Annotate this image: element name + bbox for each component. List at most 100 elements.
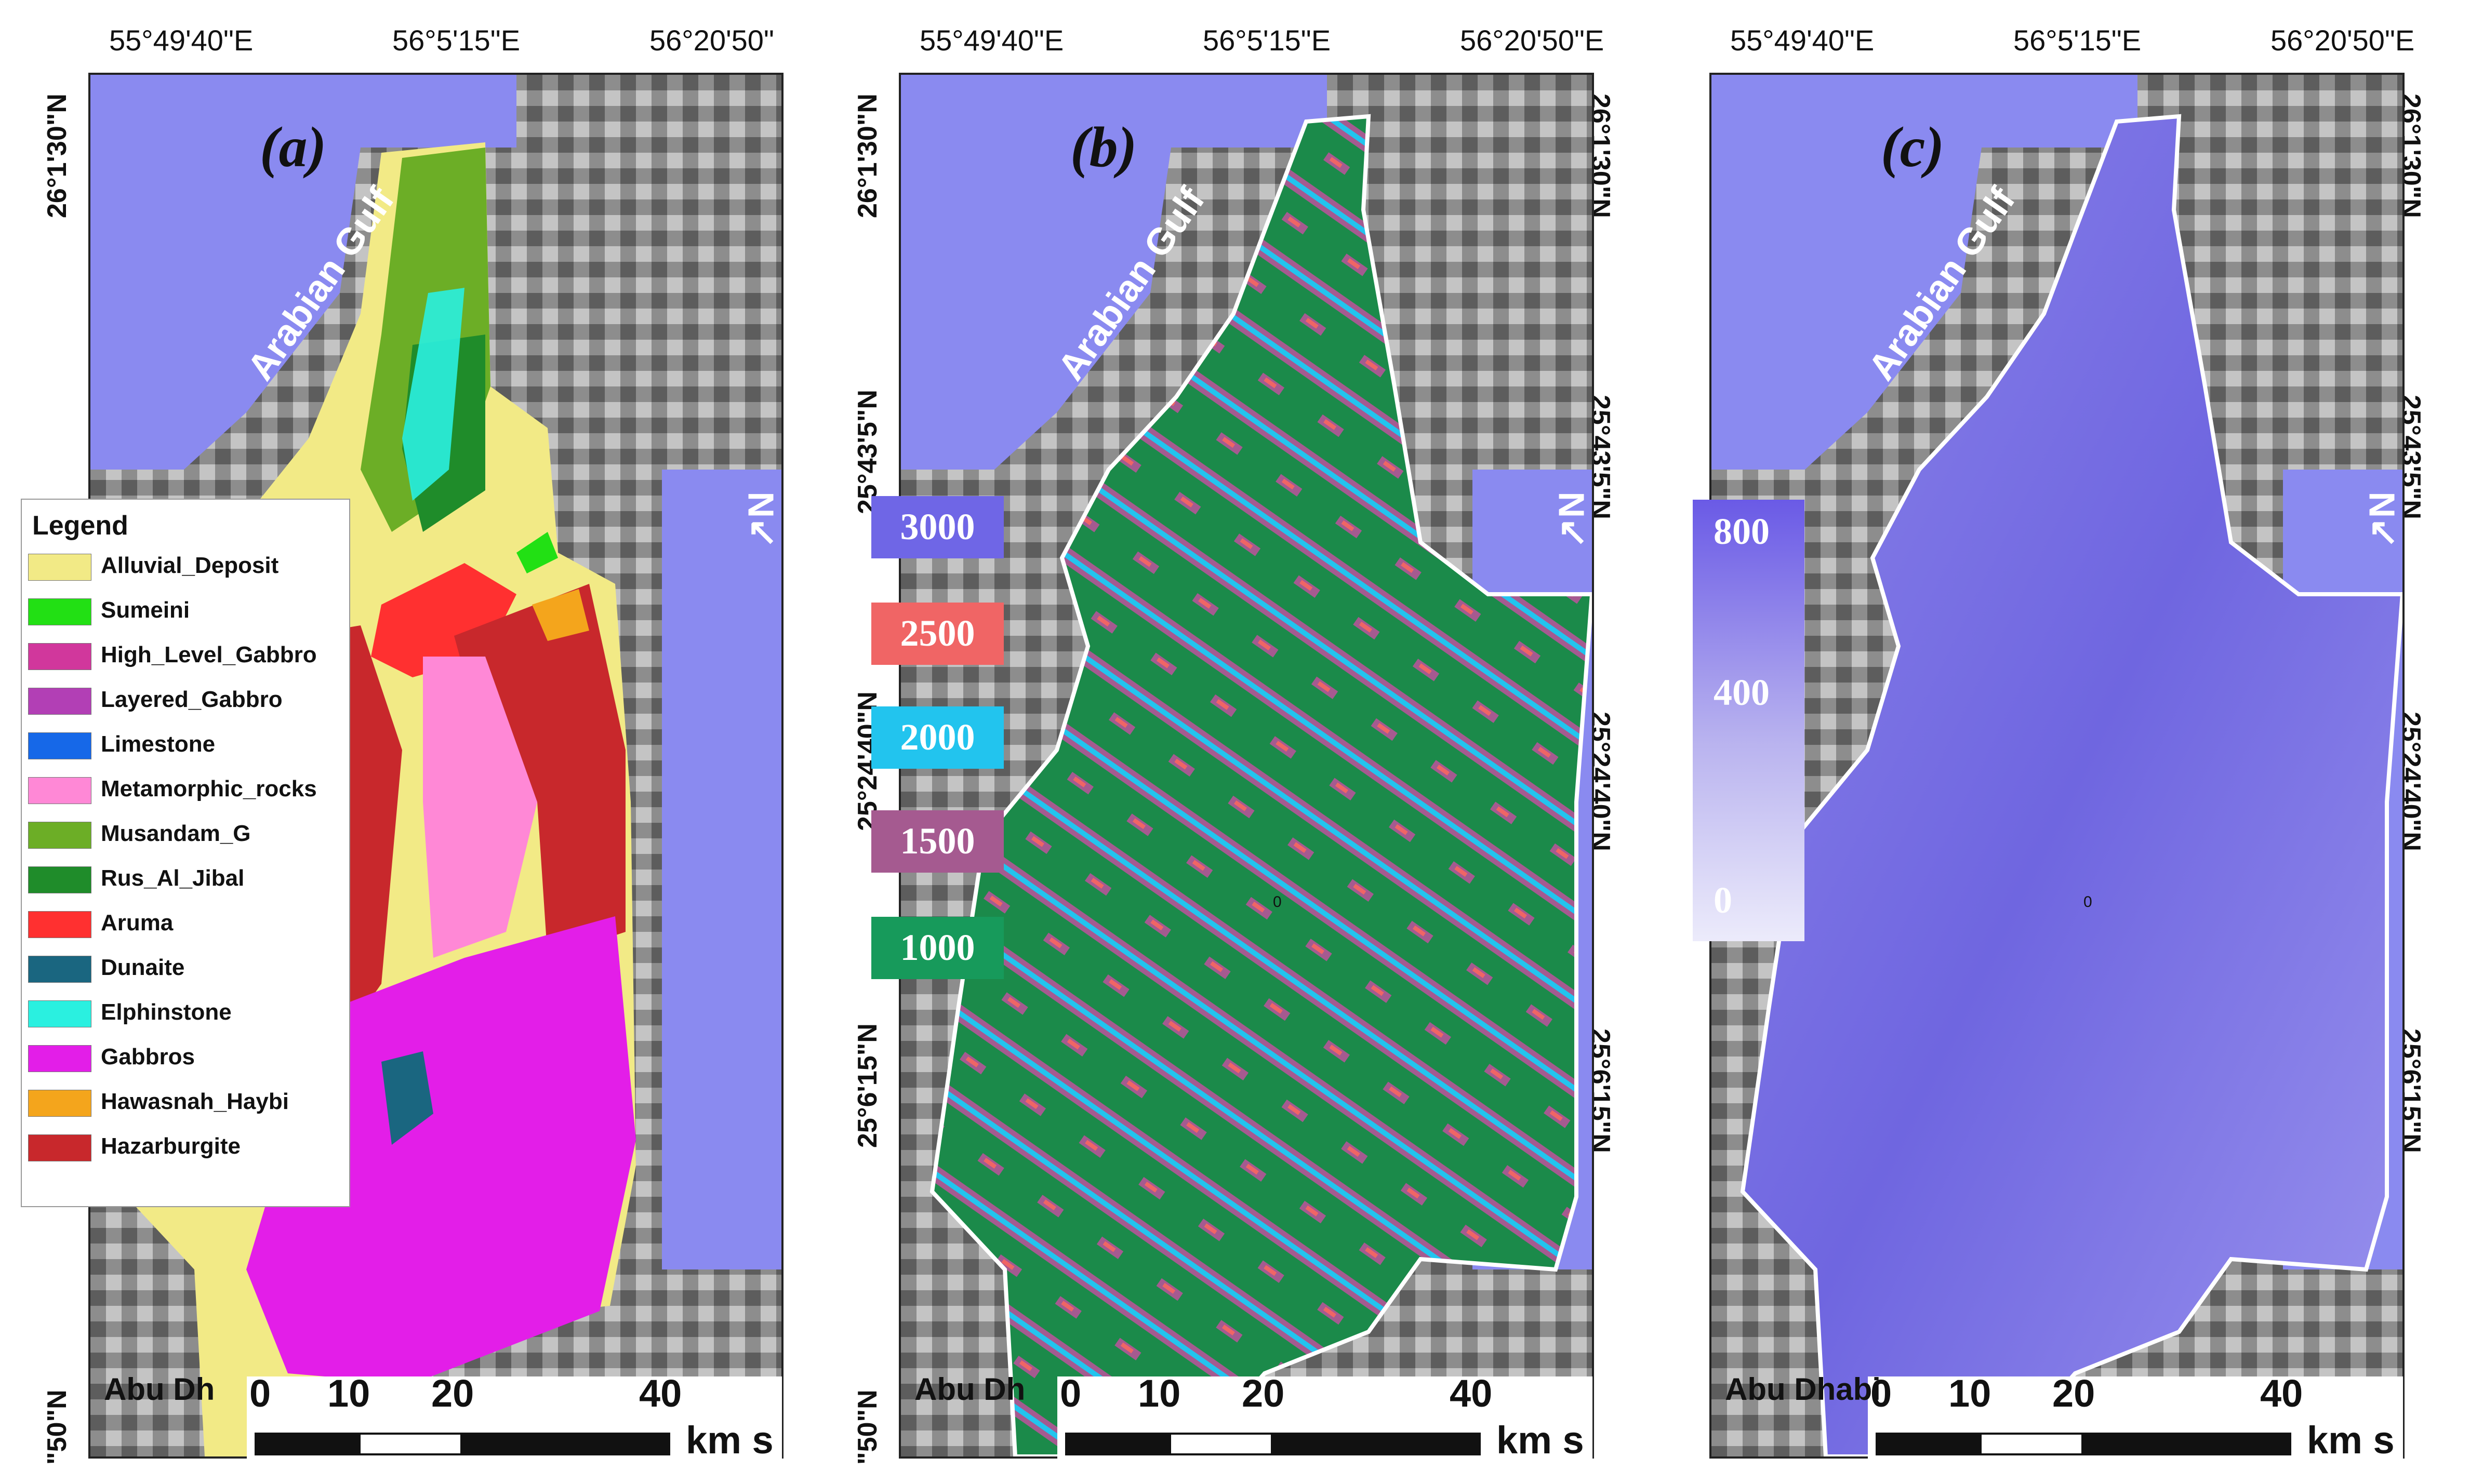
- legend-item: Alluvial_Deposit: [28, 551, 345, 583]
- map-canvas: [1711, 75, 2402, 1456]
- scale-bar-segment: [1876, 1433, 1980, 1455]
- metamorphic-rocks-area: [423, 657, 537, 958]
- legend-label: High_Level_Gabbro: [101, 642, 317, 667]
- scale-number: 0: [1060, 1372, 1082, 1415]
- panel-c-gradient-map: 55°49'40"E 56°5'15"E 56°20'50"E 26°1'30"…: [1642, 0, 2432, 1484]
- legend-swatch: [28, 643, 91, 670]
- scale-number: 0: [1870, 1372, 1892, 1415]
- panel-letter: (c): [1881, 115, 1945, 179]
- legend-swatch: [28, 1134, 91, 1161]
- scale-units: km s: [686, 1419, 774, 1462]
- class-label: 2500: [900, 612, 975, 654]
- elevation-class-box: 2000: [871, 706, 1004, 769]
- left-latitude-label: 26°1'30"N: [42, 93, 72, 218]
- left-latitude-label: 26°1'30"N: [853, 93, 883, 218]
- panel-a-geology-map: 55°49'40"E 56°5'15"E 56°20'50" 26°1'30"N…: [21, 0, 811, 1484]
- legend-label: Dunaite: [101, 955, 185, 980]
- class-label: 1000: [900, 927, 975, 968]
- class-label: 1500: [900, 820, 975, 862]
- map-canvas: [90, 75, 781, 1456]
- legend-item: Gabbros: [28, 1042, 345, 1074]
- scale-units: km s: [1496, 1419, 1584, 1462]
- legend-label: Gabbros: [101, 1044, 195, 1069]
- legend-swatch: [28, 1090, 91, 1117]
- legend-label: Metamorphic_rocks: [101, 776, 317, 801]
- legend-label: Layered_Gabbro: [101, 687, 283, 712]
- legend-item: Hazarburgite: [28, 1131, 345, 1164]
- legend-swatch: [28, 598, 91, 625]
- legend-label: Hawasnah_Haybi: [101, 1089, 289, 1114]
- value-color-ramp: 800 400 0: [1693, 500, 1804, 941]
- scale-bar-background: [1057, 1376, 1592, 1480]
- top-longitude-label: 56°5'15"E: [392, 24, 521, 57]
- top-longitude-label: 56°5'15"E: [1203, 24, 1331, 57]
- scale-bar-segment: [1273, 1433, 1481, 1455]
- legend-label: Hazarburgite: [101, 1133, 241, 1159]
- map-frame: [88, 73, 784, 1459]
- legend-item: Limestone: [28, 729, 345, 761]
- legend-item: Layered_Gabbro: [28, 685, 345, 717]
- ramp-label: 800: [1714, 511, 1770, 552]
- sea-area: [901, 75, 1327, 470]
- geology-legend: Legend Alluvial_Deposit Sumeini High_Level…: [21, 499, 350, 1207]
- north-arrow-icon: ↗N: [2361, 491, 2402, 549]
- top-longitude-label: 55°49'40"E: [1730, 24, 1875, 57]
- legend-label: Alluvial_Deposit: [101, 553, 279, 578]
- north-arrow-icon: ↗N: [1551, 491, 1592, 549]
- legend-swatch: [28, 1045, 91, 1072]
- hawasnah-haybi-area: [532, 589, 589, 641]
- legend-item: Musandam_G: [28, 819, 345, 851]
- dunaite-area: [381, 1051, 433, 1145]
- scale-bar-segment: [2083, 1433, 2291, 1455]
- legend-item: High_Level_Gabbro: [28, 640, 345, 672]
- legend-item: Aruma: [28, 908, 345, 940]
- legend-label: Musandam_G: [101, 821, 251, 846]
- left-latitude-label: 25°6'15"N: [853, 1023, 883, 1148]
- legend-title: Legend: [32, 511, 128, 541]
- scale-units: km s: [2307, 1419, 2395, 1462]
- elphinstone-area: [402, 288, 464, 501]
- abu-dhabi-label: Abu Dh: [914, 1372, 1026, 1407]
- legend-label: Limestone: [101, 731, 216, 757]
- scale-bar-segment: [358, 1433, 462, 1455]
- scale-number: 20: [2052, 1372, 2095, 1415]
- legend-swatch: [28, 1000, 91, 1027]
- panel-letter: (b): [1070, 115, 1137, 179]
- ramp-label: 0: [1714, 879, 1732, 921]
- sea-area: [1711, 75, 2137, 470]
- legend-swatch: [28, 911, 91, 938]
- ramp-label: 400: [1714, 672, 1770, 713]
- left-latitude-label: "50"N: [853, 1389, 883, 1465]
- scale-number: 10: [1138, 1372, 1181, 1415]
- legend-item: Sumeini: [28, 595, 345, 627]
- legend-item: Hawasnah_Haybi: [28, 1087, 345, 1119]
- legend-label: Aruma: [101, 910, 174, 935]
- abu-dhabi-label: Abu Dh: [104, 1372, 215, 1407]
- top-longitude-label: 55°49'40"E: [920, 24, 1064, 57]
- scale-number: 20: [431, 1372, 474, 1415]
- left-latitude-label: 25°43'5"N: [853, 390, 883, 514]
- top-longitude-label: 56°20'50"E: [2270, 24, 2415, 57]
- elevation-class-box: 2500: [871, 603, 1004, 665]
- legend-item: Metamorphic_rocks: [28, 774, 345, 806]
- scale-number: 10: [327, 1372, 370, 1415]
- legend-swatch: [28, 688, 91, 715]
- legend-label: Elphinstone: [101, 999, 232, 1025]
- legend-swatch: [28, 777, 91, 804]
- north-arrow-icon: ↗N: [740, 491, 781, 549]
- scale-bar-segment: [1980, 1433, 2083, 1455]
- sea-area: [90, 75, 516, 470]
- gradient-zone: [1740, 114, 2402, 1456]
- scale-number: 40: [639, 1372, 682, 1415]
- top-longitude-label: 55°49'40"E: [109, 24, 254, 57]
- legend-swatch: [28, 866, 91, 893]
- legend-swatch: [28, 732, 91, 759]
- center-mark: 0: [2083, 893, 2092, 911]
- map-frame: [1709, 73, 2405, 1459]
- legend-swatch: [28, 822, 91, 849]
- scale-bar-segment: [462, 1433, 670, 1455]
- left-latitude-label: "50"N: [42, 1389, 72, 1465]
- panel-letter: (a): [260, 115, 327, 179]
- elevation-class-box: 3000: [871, 496, 1004, 558]
- scale-number: 40: [1450, 1372, 1493, 1415]
